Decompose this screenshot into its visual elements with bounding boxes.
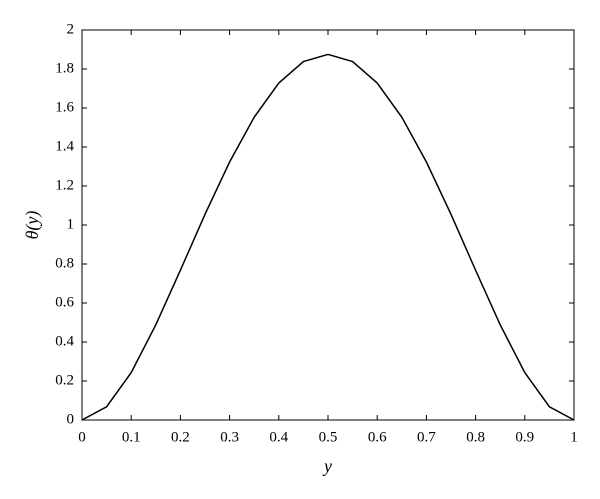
x-tick-label: 1 [570,429,578,445]
x-tick-label: 0.4 [269,429,288,445]
y-tick-label: 1.4 [55,138,74,154]
y-tick-label: 0.6 [55,294,74,310]
x-tick-label: 0.1 [122,429,141,445]
y-tick-label: 1 [67,216,75,232]
x-tick-label: 0 [78,429,86,445]
y-tick-label: 0.8 [55,255,74,271]
x-tick-label: 0.7 [417,429,436,445]
y-tick-label: 1.8 [55,60,74,76]
x-tick-label: 0.9 [515,429,534,445]
y-tick-label: 1.6 [55,99,74,115]
y-tick-label: 0.4 [55,333,74,349]
line [81,53,575,421]
y-tick-label: 0.2 [55,372,74,388]
x-axis-title: y [322,456,332,476]
x-tick-label: 0.2 [171,429,190,445]
x-tick-label: 0.6 [368,429,387,445]
y-tick-label: 1.2 [55,177,74,193]
plot-frame [81,29,575,421]
x-tick-label: 0.3 [220,429,239,445]
y-tick-label: 2 [67,21,75,37]
x-tick-label: 0.8 [466,429,485,445]
y-axis-title: θ(y) [22,211,43,240]
x-tick-label: 0.5 [319,429,338,445]
y-tick-label: 0 [67,411,75,427]
